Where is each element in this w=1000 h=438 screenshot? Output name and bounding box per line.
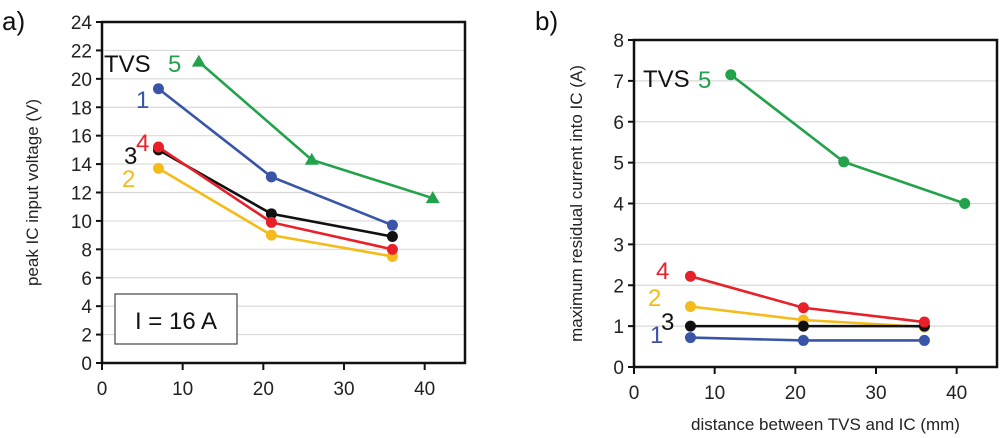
y-tick-label: 2	[81, 326, 92, 347]
series-1: 1	[136, 83, 398, 231]
x-tick-label: 40	[946, 383, 967, 404]
y-axis-label: maximum residual current into IC (A)	[567, 65, 586, 342]
y-tick-label: 12	[71, 184, 92, 205]
x-tick-label: 0	[97, 379, 108, 400]
panel-label: a)	[2, 6, 25, 36]
data-point	[304, 152, 319, 165]
tvs-label: TVS	[104, 51, 151, 78]
series-4: 4	[656, 258, 930, 328]
x-tick-label: 30	[333, 379, 354, 400]
data-point	[838, 156, 850, 168]
data-point	[152, 83, 164, 95]
series-5: 5	[698, 67, 971, 209]
y-tick-label: 6	[81, 269, 92, 290]
data-point	[386, 243, 398, 255]
series-label: 3	[124, 143, 137, 170]
data-point	[797, 302, 809, 314]
series-line	[690, 275, 925, 324]
data-point	[386, 219, 398, 231]
data-point	[152, 141, 164, 153]
data-point	[797, 334, 809, 346]
x-tick-label: 10	[172, 379, 193, 400]
y-tick-label: 5	[613, 154, 624, 175]
data-point	[425, 191, 440, 204]
y-tick-label: 0	[81, 354, 92, 375]
series-label: 4	[656, 258, 669, 285]
y-tick-label: 16	[71, 127, 92, 148]
y-tick-label: 4	[613, 195, 624, 216]
y-tick-label: 24	[71, 13, 93, 34]
x-tick-label: 0	[629, 383, 640, 404]
x-tick-label: 30	[865, 383, 886, 404]
y-tick-label: 4	[81, 297, 92, 318]
series-line	[157, 87, 393, 227]
y-tick-label: 7	[613, 72, 624, 93]
y-tick-label: 8	[613, 31, 624, 52]
y-tick-label: 22	[71, 41, 92, 62]
y-tick-label: 6	[613, 113, 624, 134]
data-point	[959, 198, 971, 209]
series-line	[730, 73, 966, 205]
series-1: 1	[650, 322, 930, 349]
series-3: 3	[661, 309, 930, 336]
data-point	[265, 171, 277, 183]
series-label: 2	[648, 285, 661, 312]
data-point	[684, 301, 696, 313]
series-label: 5	[698, 67, 711, 94]
series-2: 2	[122, 162, 398, 262]
y-tick-label: 0	[613, 358, 624, 379]
series-label: 5	[168, 51, 181, 78]
y-axis-label: peak IC input voltage (V)	[23, 99, 42, 286]
y-tick-label: 18	[71, 98, 92, 119]
data-point	[265, 216, 277, 228]
x-tick-label: 20	[253, 379, 274, 400]
data-point	[918, 316, 930, 328]
series-label: 1	[650, 322, 663, 349]
data-point	[265, 208, 277, 220]
series-label: 4	[136, 130, 149, 157]
x-tick-label: 40	[414, 379, 435, 400]
x-tick-label: 10	[704, 383, 725, 404]
data-point	[386, 231, 398, 243]
tvs-label: TVS	[643, 66, 690, 93]
annotation-box	[114, 293, 238, 345]
y-tick-label: 14	[71, 155, 93, 176]
data-point	[725, 69, 737, 81]
y-tick-label: 3	[613, 235, 624, 256]
data-point	[684, 332, 696, 344]
data-point	[918, 334, 930, 346]
data-point	[684, 320, 696, 332]
series-4: 4	[136, 130, 398, 255]
annotation-text: I = 16 A	[135, 308, 217, 335]
series-label: 2	[122, 166, 135, 193]
x-axis-label: distance between TVS and IC (mm)	[691, 415, 960, 434]
y-tick-label: 20	[71, 70, 92, 91]
data-point	[265, 229, 277, 241]
y-tick-label: 8	[81, 240, 92, 261]
y-tick-label: 1	[613, 317, 624, 338]
data-point	[797, 320, 809, 332]
data-point	[684, 270, 696, 282]
data-point	[191, 54, 206, 67]
series-label: 3	[661, 309, 674, 336]
series-label: 1	[136, 87, 149, 114]
y-tick-label: 2	[613, 276, 624, 297]
panel-label: b)	[535, 6, 558, 36]
data-point	[152, 162, 164, 174]
series-5: 5	[168, 51, 440, 204]
y-tick-label: 10	[71, 212, 92, 233]
x-tick-label: 20	[785, 383, 806, 404]
series-line	[197, 60, 434, 200]
